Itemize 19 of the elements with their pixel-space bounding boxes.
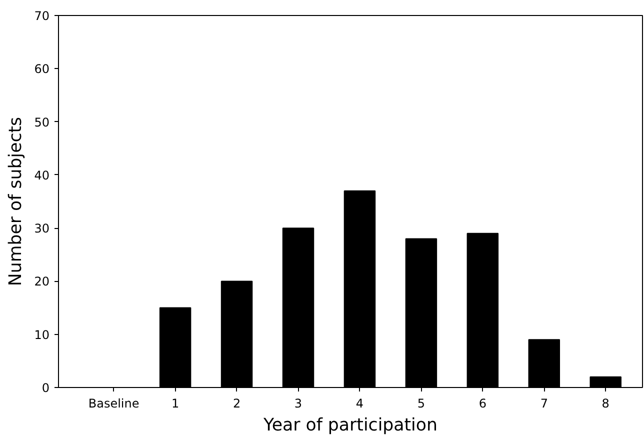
y-tick-label: 30 [34,222,50,236]
x-tick-label: 3 [294,396,302,410]
y-tick-label: 70 [34,9,50,23]
x-tick-label: 8 [602,396,610,410]
y-axis-title: Number of subjects [6,116,26,286]
x-tick-label: Baseline [88,396,140,410]
y-tick-label: 50 [34,115,50,130]
x-tick-label: 6 [478,396,486,410]
y-tick-label: 40 [34,168,50,182]
x-tick-label: 4 [356,396,364,410]
x-tick-label: 2 [232,396,241,410]
x-tick-label: 1 [171,396,180,410]
y-tick-label: 60 [34,62,50,76]
y-tick-label: 20 [34,274,50,289]
x-axis-title: Year of participation [262,416,438,436]
x-tick-label: 7 [540,396,548,410]
x-tick-label: 5 [417,396,426,410]
y-tick-label: 10 [34,328,50,342]
y-tick-label: 0 [42,381,50,395]
